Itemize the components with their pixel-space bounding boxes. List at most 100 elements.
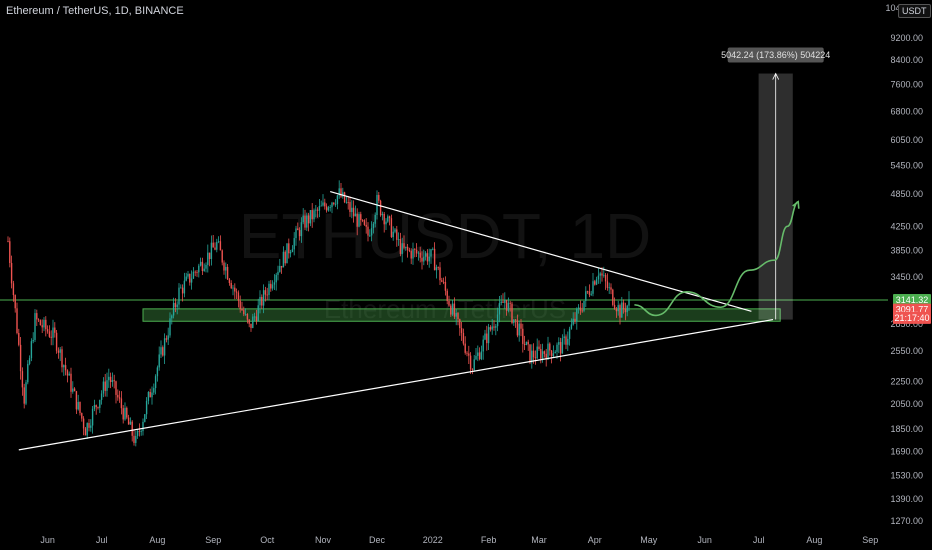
- candle-body: [120, 398, 123, 409]
- candle-body: [295, 228, 297, 239]
- candle-body: [563, 336, 565, 339]
- x-tick-label: Jun: [40, 535, 55, 545]
- candle-body: [439, 267, 441, 281]
- candle-body: [63, 365, 65, 368]
- currency-button[interactable]: USDT: [898, 4, 931, 18]
- candle-body: [246, 314, 249, 320]
- candle-body: [289, 252, 292, 254]
- y-tick-label: 1270.00: [890, 516, 923, 526]
- candle-body: [46, 329, 49, 332]
- y-tick-label: 5450.00: [890, 161, 923, 171]
- candle-body: [45, 319, 47, 330]
- candle-body: [282, 251, 285, 268]
- candle-body: [268, 283, 270, 295]
- candle-body: [298, 230, 301, 237]
- candle-body: [408, 250, 411, 252]
- candle-body: [430, 249, 432, 257]
- candle-body: [25, 382, 27, 404]
- candle-body: [586, 291, 589, 293]
- candle-body: [543, 351, 546, 354]
- candle-body: [426, 253, 429, 262]
- candle-body: [156, 367, 159, 377]
- candle-body: [7, 241, 9, 242]
- candle-body: [412, 249, 414, 259]
- candle-body: [523, 343, 526, 345]
- candle-body: [583, 300, 585, 311]
- candle-body: [86, 423, 88, 436]
- candle-body: [421, 257, 423, 262]
- candle-body: [19, 344, 22, 372]
- candle-body: [410, 250, 412, 259]
- candle-body: [23, 387, 25, 404]
- candle-body: [590, 293, 592, 295]
- candle-body: [464, 343, 466, 353]
- candle-body: [223, 262, 225, 271]
- watermark-ticker: ETHUSDT, 1D: [239, 200, 652, 272]
- candle-body: [81, 413, 83, 419]
- candle-body: [360, 214, 362, 221]
- candle-body: [84, 428, 87, 436]
- candle-body: [217, 241, 220, 243]
- candle-body: [567, 338, 569, 345]
- candle-body: [111, 380, 114, 383]
- candle-body: [522, 328, 524, 344]
- candle-body: [432, 248, 434, 250]
- candle-body: [540, 349, 542, 359]
- candle-body: [75, 391, 78, 410]
- candle-body: [232, 287, 234, 289]
- trendline-support[interactable]: [18, 318, 774, 451]
- projection-label-bg: [727, 47, 824, 63]
- candle-body: [241, 309, 243, 311]
- candle-body: [419, 252, 421, 258]
- candle-body: [365, 224, 367, 227]
- candle-body: [379, 200, 382, 216]
- x-tick-label: Jul: [753, 535, 765, 545]
- candle-body: [390, 218, 393, 238]
- candle-body: [163, 338, 166, 356]
- candle-body: [505, 300, 508, 311]
- candle-body: [190, 278, 193, 283]
- candle-body: [486, 333, 488, 344]
- support-zone[interactable]: [142, 308, 781, 322]
- candle-body: [126, 407, 128, 418]
- candle-body: [122, 408, 124, 420]
- candle-body: [541, 351, 544, 359]
- candle-body: [212, 242, 214, 248]
- candle-body: [210, 242, 213, 259]
- candle-body: [367, 226, 369, 236]
- candle-body: [271, 284, 274, 289]
- candle-body: [138, 430, 141, 432]
- candle-body: [189, 273, 191, 283]
- candle-body: [576, 308, 578, 322]
- candle-body: [340, 188, 342, 197]
- candle-body: [331, 202, 333, 208]
- candle-body: [237, 292, 240, 301]
- candle-body: [262, 290, 265, 306]
- candle-body: [329, 207, 331, 208]
- candle-body: [225, 266, 227, 271]
- candle-body: [208, 252, 211, 259]
- candle-body: [356, 213, 358, 227]
- candle-body: [370, 228, 373, 236]
- candle-body: [565, 336, 567, 345]
- candle-body: [293, 238, 295, 250]
- candle-body: [43, 319, 45, 328]
- candle-body: [428, 256, 430, 262]
- candle-body: [302, 215, 304, 223]
- candle-body: [18, 333, 20, 345]
- candle-body: [66, 370, 69, 376]
- y-tick-label: 2550.00: [890, 346, 923, 356]
- candle-body: [559, 342, 562, 354]
- trendline-resistance[interactable]: [330, 191, 752, 312]
- candle-body: [385, 221, 387, 225]
- y-tick-label: 3450.00: [890, 272, 923, 282]
- candle-body: [70, 373, 72, 392]
- candle-body: [52, 327, 54, 338]
- projection-path[interactable]: [634, 200, 799, 317]
- candle-body: [509, 302, 511, 304]
- candle-body: [478, 352, 481, 360]
- candle-body: [316, 209, 319, 211]
- candle-body: [266, 294, 268, 296]
- candle-body: [315, 209, 317, 211]
